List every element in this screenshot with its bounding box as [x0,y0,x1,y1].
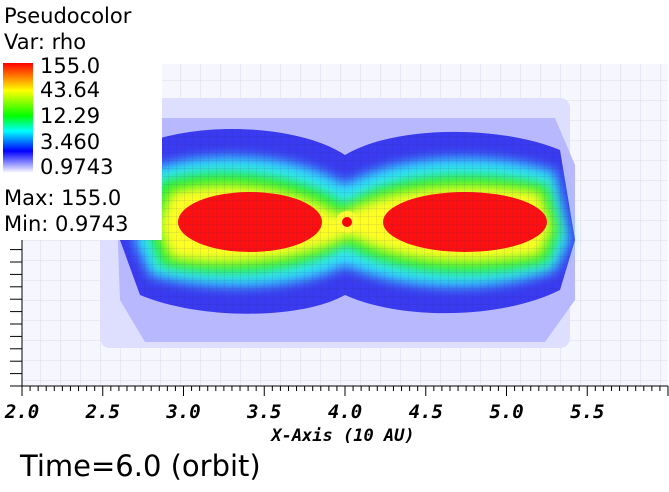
x-tick-label: 2.5 [85,401,120,423]
colorbar-tick-1: 155.0 [40,54,101,78]
x-tick-label: 3.5 [246,401,281,423]
x-tick-label: 3.0 [165,401,200,423]
colorbar [3,63,33,173]
x-tick-label: 5.5 [570,401,604,423]
min-label: Min: 0.9743 [4,212,129,236]
x-tick-label: 2.0 [4,401,39,423]
colorbar-tick-2: 43.64 [40,78,101,102]
max-label: Max: 155.0 [4,186,122,210]
x-tick-label: 5.0 [489,401,523,423]
x-tick-label: 4.0 [328,401,362,423]
colorbar-tick-5: 0.9743 [40,155,114,179]
colorbar-tick-3: 12.29 [40,104,101,128]
x-tick-label: 4.5 [409,401,443,423]
colorbar-tick-4: 3.460 [40,130,101,154]
time-label: Time=6.0 (orbit) [20,449,261,483]
x-axis-label: X-Axis (10 AU) [269,426,414,446]
x-minor-ticks [21,386,669,396]
legend-variable: Var: rho [4,30,87,54]
heatmap-field [22,64,668,386]
legend-title: Pseudocolor [4,4,132,28]
x-tick-labels: 2.0 2.5 3.0 3.5 4.0 4.5 5.0 5.5 [4,401,605,423]
